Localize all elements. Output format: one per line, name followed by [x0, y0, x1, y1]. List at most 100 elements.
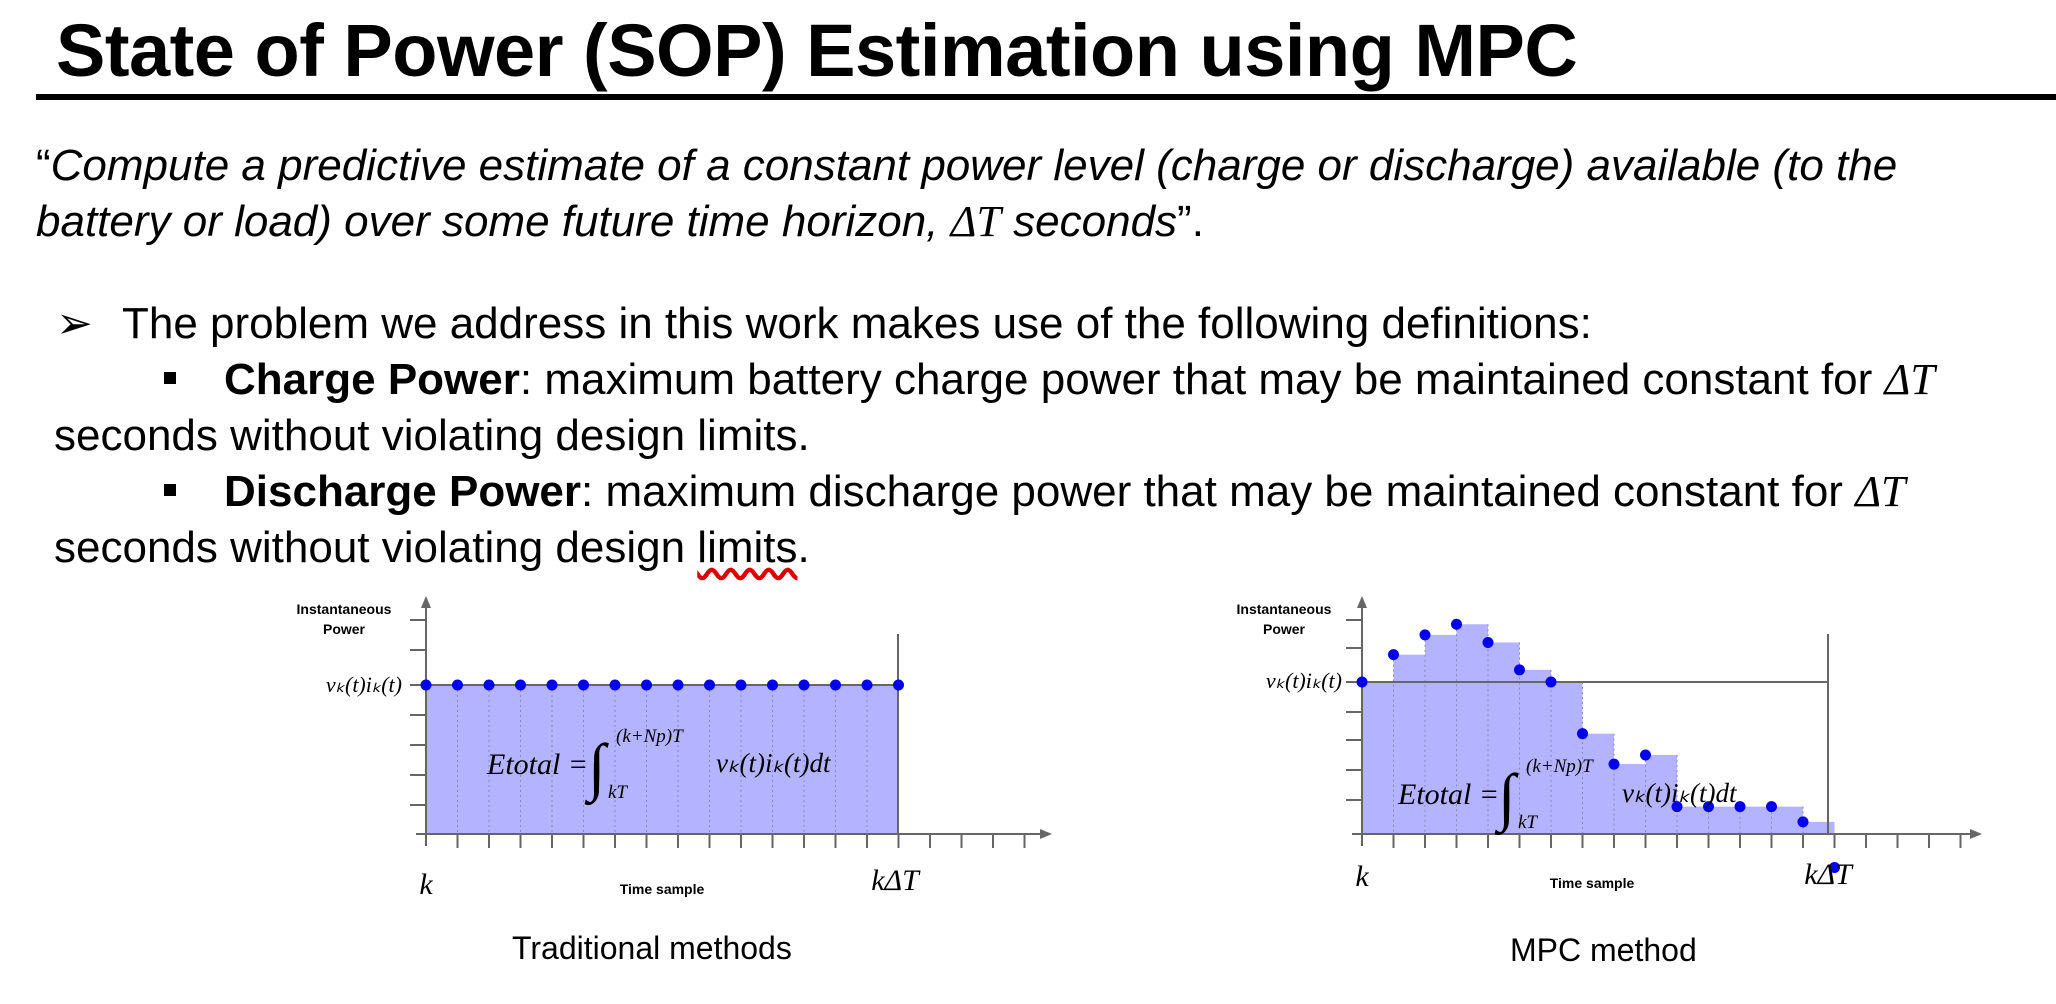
- power-step-bar: [1582, 733, 1614, 834]
- power-step-bar: [457, 685, 489, 834]
- sample-point: [1829, 861, 1840, 873]
- power-step-bar: [426, 685, 458, 834]
- sample-point: [1514, 664, 1525, 676]
- definition-discharge-text-b: seconds without violating design: [54, 523, 698, 572]
- arrow-bullet-icon: ➢: [56, 299, 93, 348]
- sample-point: [1734, 801, 1746, 813]
- definitions-intro-text: The problem we address in this work make…: [122, 299, 1592, 348]
- y-axis-label-line2: Power: [1263, 621, 1306, 637]
- energy-formula: Etotal = ∫ (k+Np)T kT vₖ(t)iₖ(t)dt: [1397, 756, 1738, 836]
- diagram-traditional: Instantaneous Power vₖ(t)iₖ(t) k Time sa…: [280, 590, 1080, 910]
- definitions-intro: ➢ The problem we address in this work mak…: [56, 296, 1592, 352]
- formula-lhs: Etotal =: [486, 748, 588, 781]
- formula-upper-limit: (k+Np)T: [616, 726, 684, 747]
- power-step-bar: [678, 685, 710, 834]
- sample-point: [767, 679, 778, 691]
- power-step-bar: [1708, 806, 1740, 834]
- power-step-bar: [835, 685, 867, 834]
- definition-quote: “Compute a predictive estimate of a cons…: [36, 138, 2026, 250]
- sample-point: [1482, 636, 1494, 648]
- sample-point: [1766, 801, 1777, 813]
- sample-point: [546, 679, 558, 691]
- formula-integrand: vₖ(t)iₖ(t)dt: [716, 748, 832, 778]
- y-axis-label-line1: Instantaneous: [297, 601, 392, 617]
- power-step-bar: [646, 685, 678, 834]
- definition-discharge-text-c: limits: [697, 523, 798, 572]
- power-step-bar: [867, 685, 899, 834]
- diagram-mpc: Instantaneous Power vₖ(t)iₖ(t) k Time sa…: [1220, 590, 2020, 910]
- sample-point: [1451, 618, 1462, 630]
- sample-point: [609, 679, 621, 691]
- power-step-bar: [1519, 669, 1551, 834]
- x-axis-end-label: kΔT: [1804, 858, 1854, 891]
- sample-point: [1640, 749, 1651, 761]
- sample-point: [452, 679, 463, 691]
- title-divider: [36, 94, 2056, 100]
- y-axis-arrow-icon: [421, 596, 431, 608]
- x-axis-label: Time sample: [1550, 875, 1635, 891]
- sample-point: [1797, 816, 1809, 828]
- sample-point: [1545, 676, 1557, 688]
- power-level-label: vₖ(t)iₖ(t): [326, 672, 402, 697]
- power-step-bar: [520, 685, 552, 834]
- power-step-bar: [1551, 682, 1583, 834]
- sample-point: [1608, 758, 1620, 770]
- square-bullet-icon: [164, 484, 176, 497]
- definition-charge-delta-t: ΔT: [1884, 355, 1935, 404]
- square-bullet-icon: [164, 372, 176, 385]
- power-step-bar: [615, 685, 647, 834]
- sample-point: [641, 679, 652, 691]
- power-step-bar: [1803, 821, 1835, 834]
- definition-discharge-delta-t: ΔT: [1855, 467, 1906, 516]
- power-step-bar: [1425, 634, 1457, 834]
- caption-traditional: Traditional methods: [512, 930, 792, 966]
- definition-charge-power: Charge Power: maximum battery charge pow…: [54, 352, 2044, 464]
- diagram-mpc-svg: Instantaneous Power vₖ(t)iₖ(t) k Time sa…: [1237, 596, 1982, 893]
- power-step-bar: [1740, 806, 1772, 834]
- power-step-bar: [1456, 624, 1488, 834]
- formula-lhs: Etotal =: [1397, 778, 1499, 811]
- slide-title: State of Power (SOP) Estimation using MP…: [56, 9, 1578, 92]
- sample-point: [1388, 649, 1399, 661]
- power-step-bar: [552, 685, 584, 834]
- x-axis-start-label: k: [1355, 860, 1369, 893]
- sample-point: [861, 679, 873, 691]
- sample-point: [1577, 728, 1588, 740]
- x-axis-arrow-icon: [1970, 829, 1982, 839]
- power-step-bar: [804, 685, 836, 834]
- formula-lower-limit: kT: [608, 782, 628, 803]
- definition-discharge-power: Discharge Power: maximum discharge power…: [54, 464, 2044, 576]
- integral-sign-icon: ∫: [1494, 761, 1519, 836]
- quote-text: Compute a predictive estimate of a const…: [36, 141, 1898, 246]
- caption-mpc: MPC method: [1510, 932, 1697, 968]
- sample-point: [830, 679, 841, 691]
- power-step-bar: [1488, 642, 1520, 834]
- sample-point: [1671, 801, 1683, 813]
- quote-close-mark: ”.: [1177, 197, 1204, 246]
- sample-point: [1419, 629, 1431, 641]
- definition-charge-text-b: seconds without violating design limits.: [54, 411, 810, 460]
- y-axis-label-line2: Power: [323, 621, 366, 637]
- power-step-bar: [1677, 806, 1709, 834]
- x-axis-label: Time sample: [620, 881, 705, 897]
- quote-text-end: seconds: [1000, 197, 1178, 246]
- x-axis-start-label: k: [419, 868, 433, 901]
- power-step-bar: [1614, 764, 1646, 834]
- power-step-bar: [709, 685, 741, 834]
- sample-point: [704, 679, 715, 691]
- power-step-bar: [772, 685, 804, 834]
- y-axis-label-line1: Instantaneous: [1237, 601, 1332, 617]
- definition-charge-text-a: : maximum battery charge power that may …: [519, 355, 1885, 404]
- energy-formula: Etotal = ∫ (k+Np)T kT vₖ(t)iₖ(t)dt: [486, 726, 832, 806]
- power-step-bar: [489, 685, 521, 834]
- formula-upper-limit: (k+Np)T: [1526, 756, 1594, 777]
- sample-point: [1356, 676, 1368, 688]
- x-axis-arrow-icon: [1040, 829, 1052, 839]
- power-step-bar: [1362, 682, 1394, 834]
- sample-point: [798, 679, 810, 691]
- y-axis-arrow-icon: [1357, 596, 1367, 608]
- integral-sign-icon: ∫: [584, 731, 609, 806]
- sample-point: [483, 679, 495, 691]
- sample-point: [893, 679, 904, 691]
- sample-point: [420, 679, 432, 691]
